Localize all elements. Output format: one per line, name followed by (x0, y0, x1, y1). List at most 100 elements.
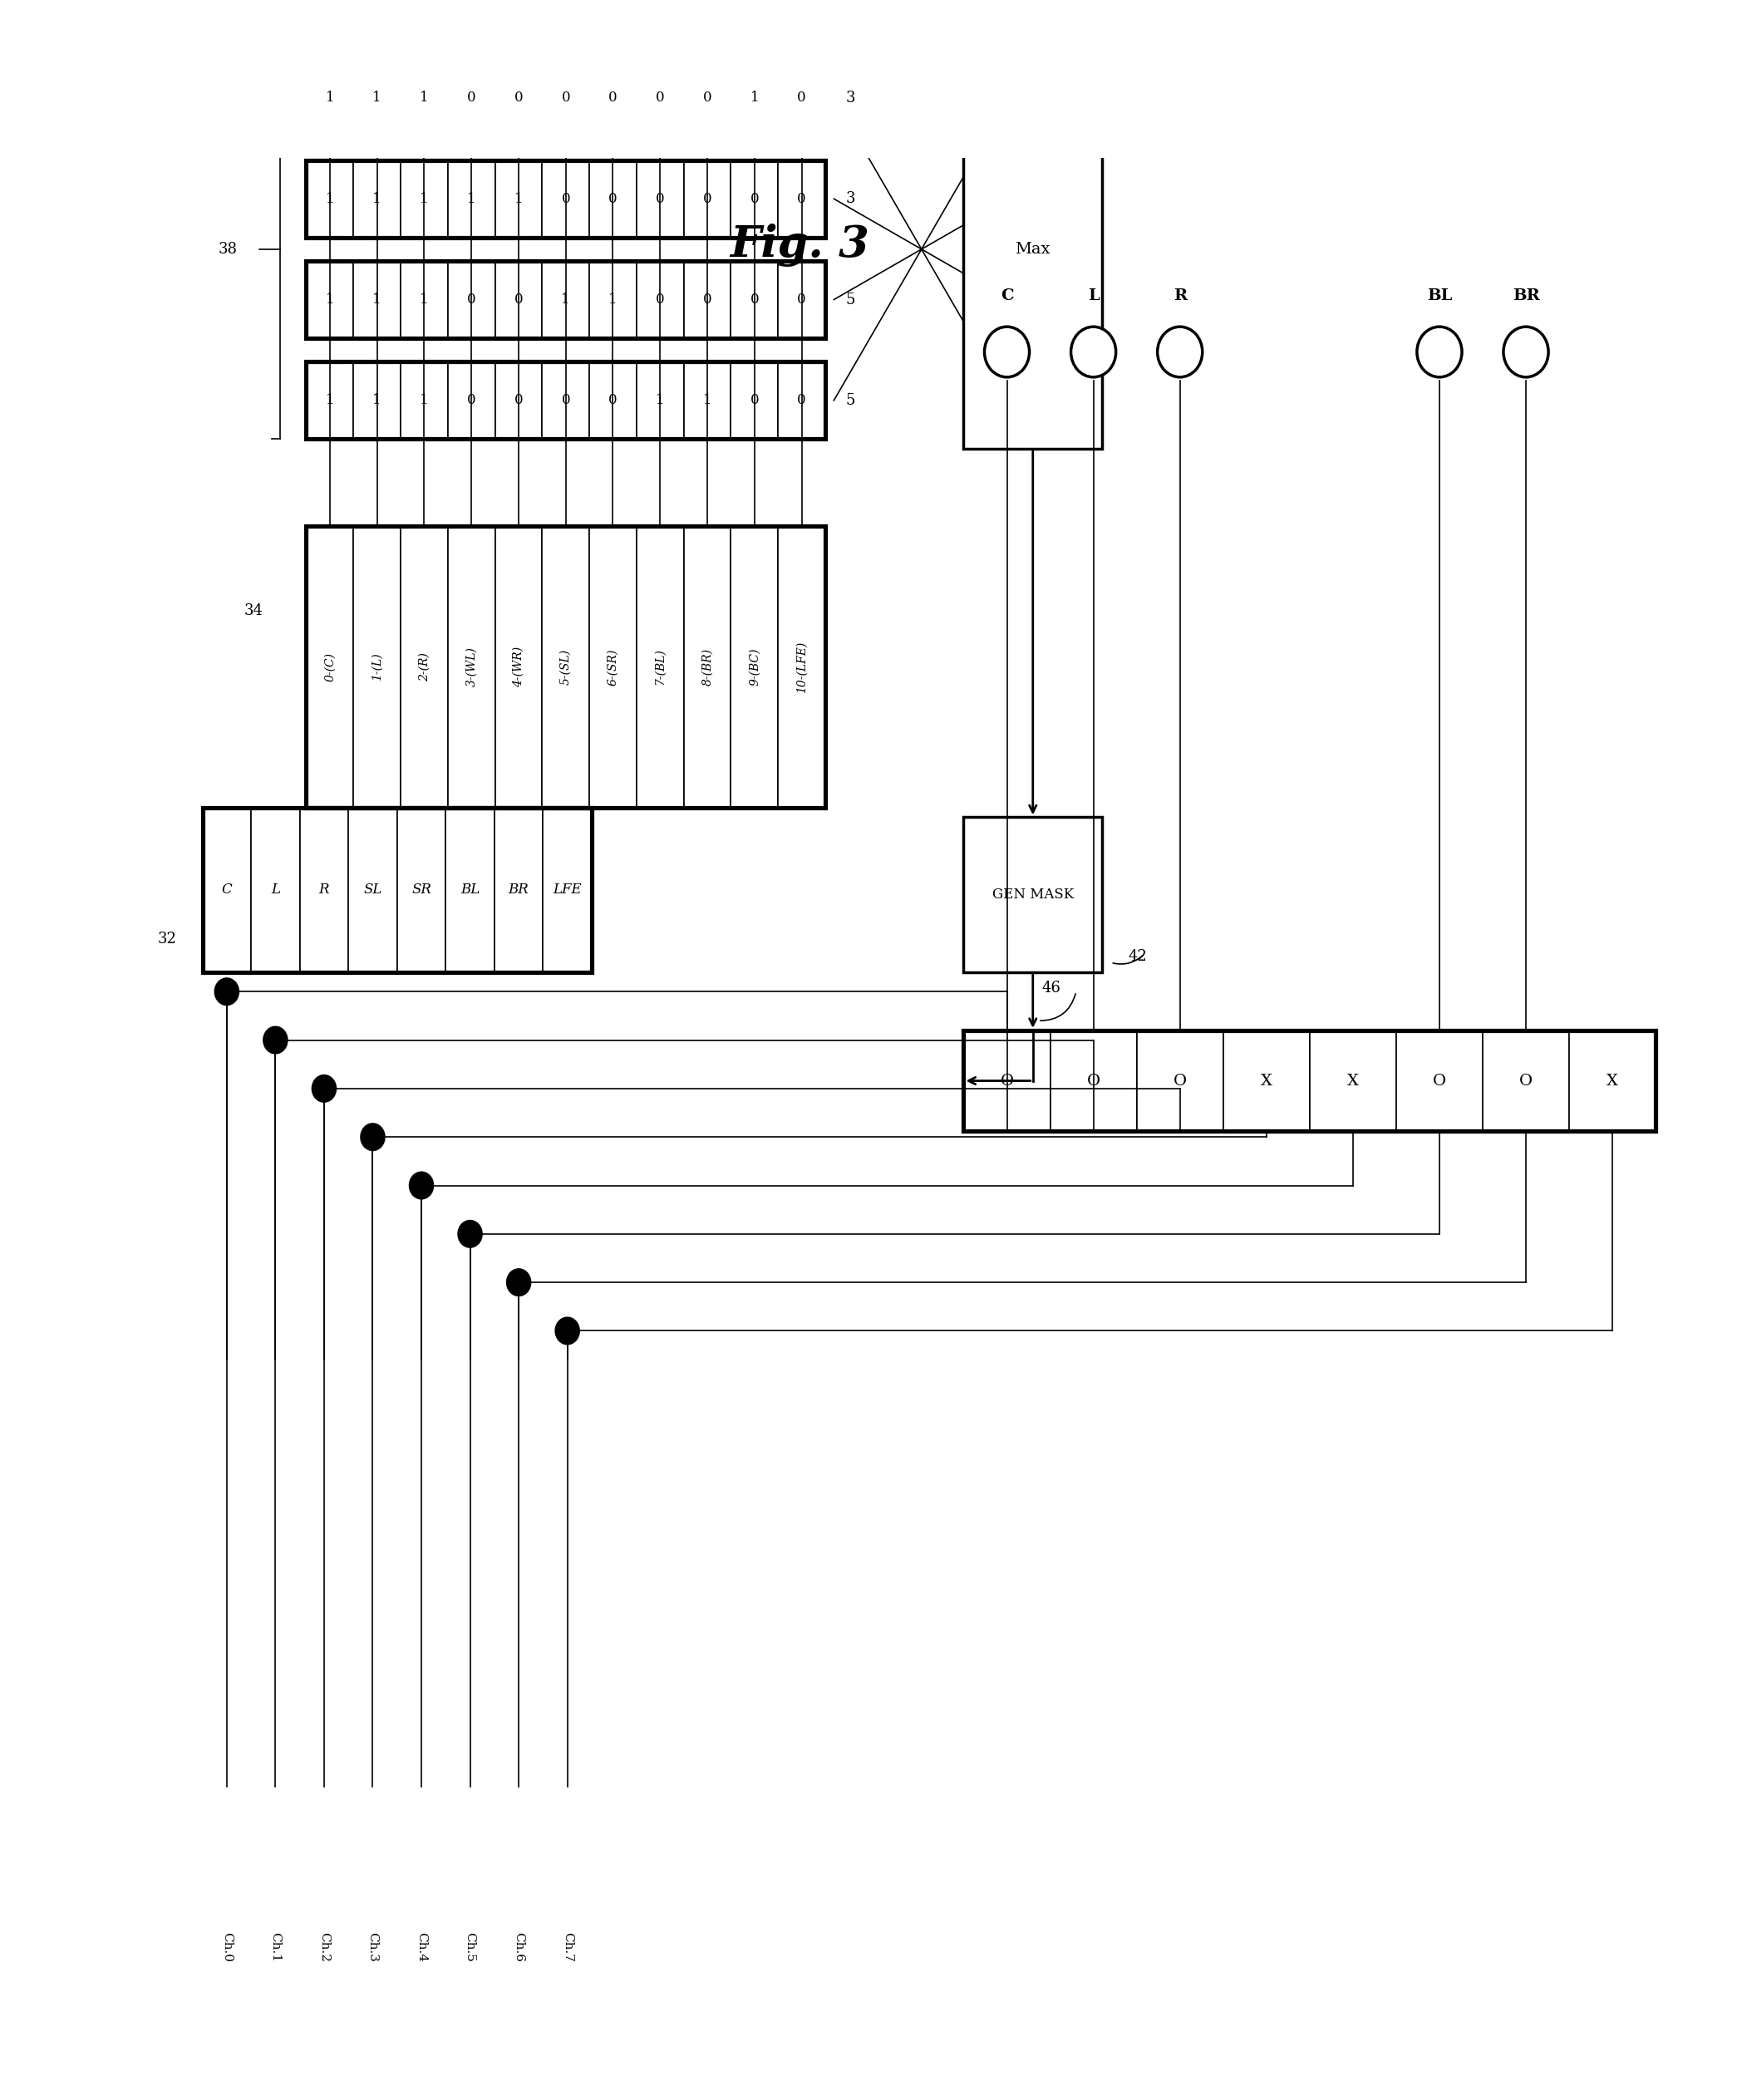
FancyBboxPatch shape (589, 527, 636, 808)
Text: 1: 1 (372, 90, 382, 105)
Text: 0: 0 (514, 90, 523, 105)
Text: X: X (1261, 1073, 1271, 1088)
Text: LFE: LFE (552, 882, 582, 897)
FancyBboxPatch shape (964, 1031, 1051, 1132)
Text: 3: 3 (846, 90, 856, 105)
Text: 4-(WR): 4-(WR) (512, 647, 525, 687)
FancyBboxPatch shape (448, 527, 495, 808)
FancyBboxPatch shape (495, 361, 542, 439)
Text: 1: 1 (372, 292, 382, 307)
Text: 8-(BR): 8-(BR) (702, 649, 714, 687)
FancyBboxPatch shape (542, 361, 589, 439)
Text: BR: BR (509, 882, 530, 897)
Circle shape (459, 1220, 483, 1247)
FancyBboxPatch shape (731, 59, 778, 136)
Text: Ch.3: Ch.3 (367, 1932, 379, 1961)
Text: 0: 0 (750, 393, 759, 407)
Text: R: R (1172, 288, 1186, 304)
Text: 0: 0 (703, 191, 712, 206)
Text: Ch.2: Ch.2 (318, 1932, 330, 1961)
Text: 1: 1 (750, 90, 759, 105)
Text: 1: 1 (325, 90, 334, 105)
FancyBboxPatch shape (731, 260, 778, 338)
Text: 38: 38 (217, 242, 236, 256)
Text: 1: 1 (703, 393, 712, 407)
Text: 1: 1 (608, 292, 617, 307)
Text: 1: 1 (420, 90, 429, 105)
FancyBboxPatch shape (636, 160, 684, 237)
FancyBboxPatch shape (589, 59, 636, 136)
FancyBboxPatch shape (446, 808, 495, 972)
FancyBboxPatch shape (448, 59, 495, 136)
Text: 1: 1 (655, 393, 665, 407)
Text: 10-(LFE): 10-(LFE) (796, 640, 808, 693)
FancyBboxPatch shape (495, 160, 542, 237)
Text: Max: Max (1014, 242, 1051, 256)
FancyBboxPatch shape (495, 808, 544, 972)
FancyBboxPatch shape (203, 808, 252, 972)
Text: 1: 1 (325, 292, 334, 307)
Text: GEN MASK: GEN MASK (992, 888, 1073, 901)
Text: 3: 3 (846, 191, 856, 206)
Text: 0: 0 (608, 191, 617, 206)
Circle shape (985, 328, 1030, 378)
FancyBboxPatch shape (1569, 1031, 1655, 1132)
Text: Fig. 3: Fig. 3 (730, 225, 868, 267)
FancyBboxPatch shape (1051, 1031, 1136, 1132)
Text: 0: 0 (561, 90, 570, 105)
FancyBboxPatch shape (495, 260, 542, 338)
Text: 0: 0 (608, 393, 617, 407)
Circle shape (556, 1317, 580, 1344)
FancyBboxPatch shape (684, 361, 731, 439)
FancyBboxPatch shape (448, 361, 495, 439)
FancyBboxPatch shape (1136, 1031, 1223, 1132)
FancyBboxPatch shape (778, 527, 825, 808)
FancyBboxPatch shape (964, 50, 1101, 449)
Text: 9-(BC): 9-(BC) (749, 649, 761, 687)
Text: X: X (1607, 1073, 1619, 1088)
Text: 0: 0 (608, 90, 617, 105)
Text: O: O (1001, 1073, 1014, 1088)
Text: Ch.5: Ch.5 (464, 1932, 476, 1961)
Circle shape (264, 1027, 288, 1054)
Text: L: L (1087, 288, 1100, 304)
Text: BR: BR (1513, 288, 1539, 304)
Circle shape (1417, 328, 1463, 378)
Text: 0: 0 (655, 292, 665, 307)
Text: 1: 1 (372, 393, 382, 407)
Text: 0: 0 (561, 191, 570, 206)
FancyBboxPatch shape (684, 260, 731, 338)
Text: 0: 0 (467, 393, 476, 407)
Text: 0: 0 (797, 292, 806, 307)
FancyBboxPatch shape (448, 160, 495, 237)
FancyBboxPatch shape (495, 527, 542, 808)
FancyBboxPatch shape (353, 260, 401, 338)
Text: SR: SR (412, 882, 431, 897)
Text: 7-(BL): 7-(BL) (655, 649, 665, 685)
Text: L: L (271, 882, 280, 897)
FancyBboxPatch shape (1397, 1031, 1483, 1132)
Text: Ch.4: Ch.4 (415, 1932, 427, 1961)
FancyBboxPatch shape (589, 160, 636, 237)
FancyBboxPatch shape (252, 808, 301, 972)
FancyBboxPatch shape (301, 808, 349, 972)
Text: C: C (221, 882, 233, 897)
Text: 32: 32 (158, 932, 177, 947)
Circle shape (361, 1124, 386, 1151)
FancyBboxPatch shape (349, 808, 398, 972)
Circle shape (1072, 328, 1115, 378)
Text: C: C (1001, 288, 1013, 304)
FancyBboxPatch shape (636, 527, 684, 808)
Text: 0: 0 (514, 292, 523, 307)
FancyBboxPatch shape (401, 160, 448, 237)
FancyBboxPatch shape (353, 160, 401, 237)
Text: 42: 42 (1127, 949, 1146, 964)
FancyBboxPatch shape (306, 59, 353, 136)
FancyBboxPatch shape (542, 260, 589, 338)
FancyBboxPatch shape (731, 361, 778, 439)
Text: 0: 0 (750, 191, 759, 206)
Text: 5-(SL): 5-(SL) (559, 649, 571, 685)
FancyBboxPatch shape (1223, 1031, 1310, 1132)
FancyBboxPatch shape (401, 361, 448, 439)
Text: 0: 0 (514, 393, 523, 407)
